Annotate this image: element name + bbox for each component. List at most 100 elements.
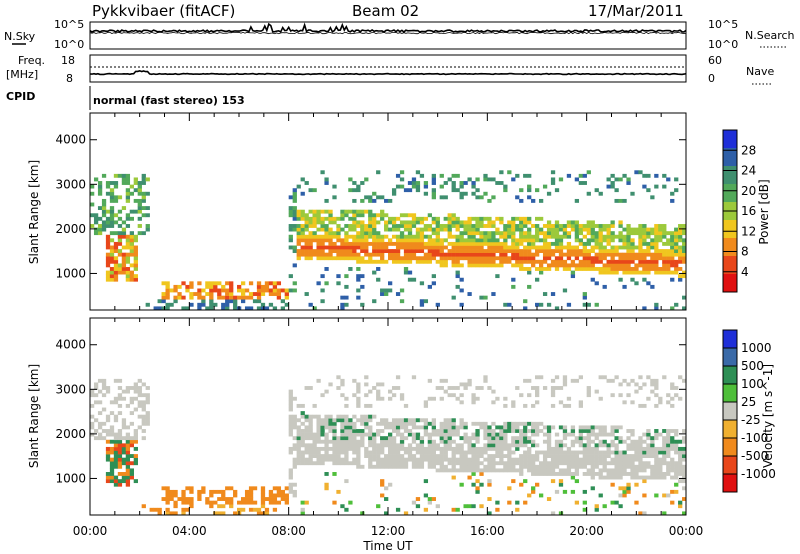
heatmap-cell — [574, 224, 580, 228]
heatmap-cell — [439, 241, 444, 246]
heatmap-cell — [431, 220, 436, 225]
heatmap-cell — [193, 292, 198, 296]
heatmap-cell — [487, 457, 492, 462]
heatmap-cell — [415, 234, 421, 239]
heatmap-cell — [268, 292, 274, 296]
heatmap-cell — [614, 443, 619, 448]
heatmap-cell — [439, 450, 444, 455]
heatmap-cell — [304, 241, 309, 246]
heatmap-cell — [380, 450, 385, 455]
heatmap-cell — [352, 450, 357, 455]
heatmap-cell — [352, 457, 357, 462]
heatmap-cell — [511, 256, 516, 261]
heatmap-cell — [105, 238, 111, 243]
heatmap-cell — [125, 432, 131, 437]
heatmap-cell — [372, 249, 377, 253]
heatmap-cell — [630, 191, 635, 196]
heatmap-cell — [431, 439, 436, 444]
heatmap-cell — [670, 443, 675, 448]
heatmap-cell — [380, 482, 385, 487]
heatmap-cell — [332, 446, 337, 451]
heatmap-cell — [137, 184, 142, 189]
heatmap-cell — [455, 457, 460, 462]
heatmap-cell — [388, 443, 393, 448]
heatmap-cell — [439, 245, 444, 250]
heatmap-cell — [388, 198, 393, 203]
heatmap-cell — [439, 468, 444, 473]
heatmap-cell — [360, 220, 365, 225]
heatmap-cell — [316, 234, 321, 239]
heatmap-cell — [296, 450, 301, 455]
heatmap-cell — [682, 231, 687, 236]
heatmap-cell — [531, 245, 536, 250]
heatmap-cell — [308, 418, 313, 423]
heatmap-cell — [165, 497, 170, 501]
heatmap-cell — [654, 238, 659, 243]
heatmap-cell — [475, 386, 480, 390]
heatmap-cell — [487, 241, 492, 246]
heatmap-cell — [550, 231, 556, 236]
heatmap-cell — [133, 432, 138, 437]
heatmap-cell — [101, 213, 107, 218]
heatmap-cell — [451, 468, 456, 473]
heatmap-cell — [519, 220, 524, 225]
heatmap-cell — [650, 382, 655, 387]
heatmap-cell — [610, 270, 615, 275]
heatmap-cell — [121, 252, 127, 257]
heatmap-cell — [308, 414, 313, 419]
heatmap-cell — [141, 191, 146, 196]
heatmap-cell — [264, 511, 270, 516]
heatmap-cell — [105, 429, 111, 433]
heatmap-cell — [570, 439, 576, 444]
heatmap-cell — [475, 479, 480, 484]
heatmap-cell — [197, 302, 202, 307]
heatmap-cell — [105, 220, 111, 225]
heatmap-cell — [97, 181, 103, 185]
heatmap-cell — [348, 443, 353, 448]
heatmap-cell — [304, 213, 309, 218]
heatmap-cell — [562, 432, 568, 437]
heatmap-cell — [423, 252, 429, 257]
heatmap-cell — [177, 292, 182, 296]
heatmap-cell — [459, 436, 464, 441]
heatmap-cell — [237, 284, 242, 289]
heatmap-cell — [395, 454, 401, 458]
heatmap-cell — [598, 472, 603, 476]
heatmap-cell — [145, 400, 150, 405]
heatmap-cell — [527, 457, 532, 462]
heatmap-cell — [630, 446, 635, 451]
x-tick-label: 00:00 — [73, 524, 108, 538]
heatmap-cell — [439, 378, 444, 383]
heatmap-cell — [654, 227, 659, 232]
heatmap-cell — [538, 421, 544, 426]
heatmap-cell — [423, 432, 429, 437]
heatmap-cell — [360, 429, 365, 433]
heatmap-cell — [137, 378, 142, 383]
heatmap-cell — [610, 393, 615, 398]
heatmap-cell — [133, 461, 138, 466]
heatmap-cell — [292, 245, 297, 250]
heatmap-cell — [113, 432, 119, 437]
heatmap-cell — [590, 475, 595, 480]
heatmap-cell — [451, 418, 456, 423]
heatmap-cell — [682, 238, 687, 243]
heatmap-cell — [161, 281, 166, 286]
heatmap-cell — [566, 461, 572, 466]
heatmap-cell — [133, 252, 138, 257]
heatmap-cell — [495, 500, 500, 505]
heatmap-cell — [360, 241, 365, 246]
heatmap-cell — [487, 249, 492, 253]
heatmap-cell — [650, 252, 655, 257]
heatmap-cell — [296, 238, 301, 243]
heatmap-cell — [141, 429, 146, 433]
heatmap-cell — [364, 403, 369, 408]
heatmap-cell — [459, 421, 464, 426]
heatmap-cell — [328, 231, 333, 236]
heatmap-cell — [682, 378, 687, 383]
heatmap-cell — [399, 446, 405, 451]
heatmap-cell — [570, 220, 576, 225]
heatmap-cell — [535, 227, 540, 232]
heatmap-cell — [304, 500, 309, 505]
heatmap-cell — [439, 461, 444, 466]
